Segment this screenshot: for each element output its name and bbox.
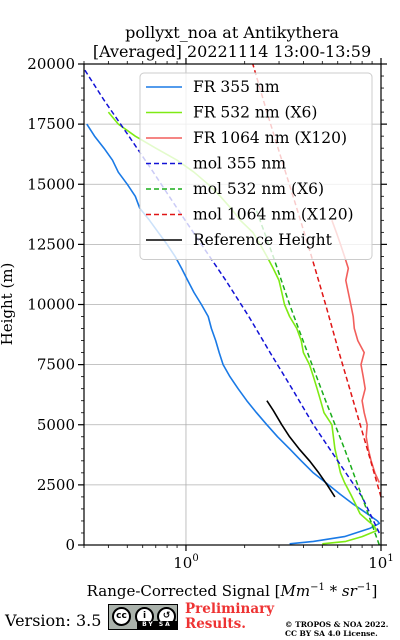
preliminary-line1: Preliminary	[185, 601, 275, 617]
cc-license-badge[interactable]: cc i ↺ BY SA	[108, 604, 178, 630]
series-line	[86, 123, 381, 545]
series-line	[266, 400, 336, 498]
preliminary-results-note: Preliminary Results.	[185, 602, 274, 632]
chart: pollyxt_noa at Antikythera [Averaged] 20…	[0, 23, 394, 600]
axis-ticks: 0 2500 5000 7500 10000 12500 15000 17500 20000 10…	[27, 55, 393, 572]
x-tick-label: 101	[368, 553, 393, 572]
copyright-line2: CC BY SA 4.0 License.	[285, 629, 378, 638]
legend: FR 355 nm FR 532 nm (X6) FR 1064 nm (X120)…	[139, 72, 373, 260]
cc-badge-text: BY SA	[137, 621, 177, 629]
y-tick-label: 12500	[27, 235, 75, 253]
y-tick-label: 15000	[27, 175, 75, 193]
copyright-line1: © TROPOS & NOA 2022.	[285, 620, 389, 629]
legend-label: mol 532 nm (X6)	[193, 180, 324, 198]
legend-label: mol 1064 nm (X120)	[193, 206, 354, 224]
y-tick-label: 17500	[27, 115, 75, 133]
legend-label: FR 532 nm (X6)	[193, 104, 317, 122]
y-tick-label: 10000	[27, 296, 75, 314]
preliminary-line2: Results.	[185, 616, 246, 632]
cc-icon: cc	[112, 607, 131, 626]
legend-label: FR 355 nm	[193, 78, 280, 96]
y-tick-label: 20000	[27, 55, 75, 73]
chart-title-line1: pollyxt_noa at Antikythera	[125, 23, 339, 42]
y-tick-label: 7500	[37, 356, 75, 374]
y-tick-label: 5000	[37, 416, 75, 434]
y-axis-label: Height (m)	[0, 263, 16, 346]
copyright-note: © TROPOS & NOA 2022. CC BY SA 4.0 Licens…	[285, 620, 388, 638]
x-tick-label: 100	[173, 553, 198, 572]
legend-label: Reference Height	[193, 231, 333, 249]
version-label: Version: 3.5	[5, 611, 102, 630]
series-line	[331, 220, 381, 483]
y-tick-label: 0	[65, 536, 75, 554]
series-line	[255, 210, 381, 545]
series-line	[84, 68, 380, 534]
legend-box	[139, 72, 373, 260]
y-tick-label: 2500	[37, 476, 75, 494]
x-axis-label: Range-Corrected Signal [Mm−1 * sr−1]	[87, 582, 378, 600]
legend-label: FR 1064 nm (X120)	[193, 129, 347, 147]
legend-label: mol 355 nm	[193, 155, 286, 173]
chart-title-line2: [Averaged] 20221114 13:00-13:59	[93, 42, 371, 61]
